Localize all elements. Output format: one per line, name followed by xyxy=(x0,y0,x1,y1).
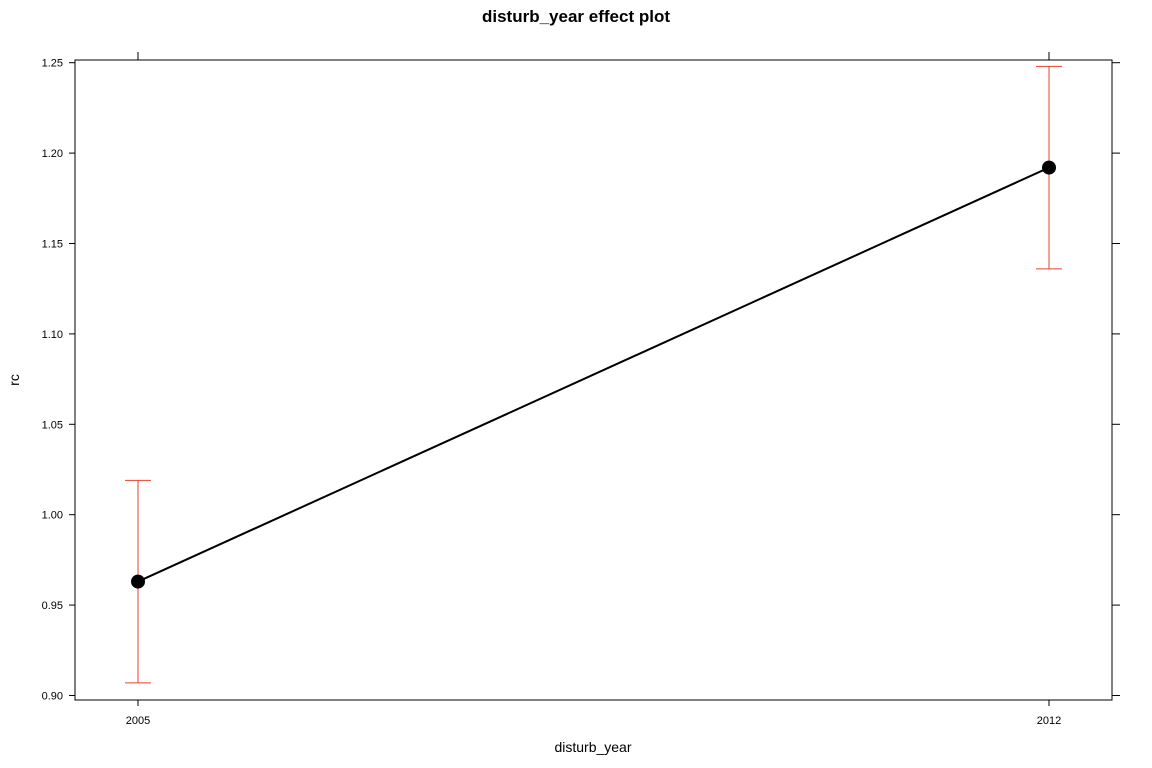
y-tick-label-6: 1.20 xyxy=(42,148,63,160)
y-tick-label-0: 0.90 xyxy=(42,690,63,702)
data-points xyxy=(131,160,1056,589)
y-tick-label-4: 1.10 xyxy=(42,329,63,341)
plot-frame xyxy=(74,59,1113,701)
x-tick-label-0: 2005 xyxy=(126,715,150,727)
series-line xyxy=(137,166,1050,583)
y-tick-label-5: 1.15 xyxy=(42,239,63,251)
chart-title: disturb_year effect plot xyxy=(482,7,670,26)
y-tick-label-3: 1.05 xyxy=(42,419,63,431)
x-tick-label-1: 2012 xyxy=(1037,715,1061,727)
y-tick-label-2: 1.00 xyxy=(42,510,63,522)
y-axis: 0.90 0.95 1.00 1.05 1.10 1.15 1.20 1.25 xyxy=(42,58,1120,702)
x-axis-label: disturb_year xyxy=(554,739,631,755)
y-tick-label-7: 1.25 xyxy=(42,58,63,70)
y-axis-label: rc xyxy=(6,374,22,386)
data-point-1 xyxy=(1042,160,1056,175)
y-tick-label-1: 0.95 xyxy=(42,600,63,612)
x-axis: 2005 2012 xyxy=(126,52,1061,727)
series-line-group xyxy=(137,166,1050,583)
data-point-0 xyxy=(131,574,145,589)
